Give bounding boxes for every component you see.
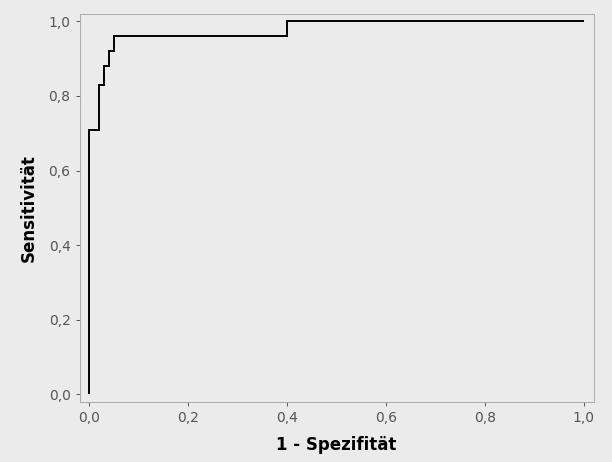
X-axis label: 1 - Spezifität: 1 - Spezifität [277, 436, 397, 454]
Y-axis label: Sensitivität: Sensitivität [20, 154, 37, 262]
